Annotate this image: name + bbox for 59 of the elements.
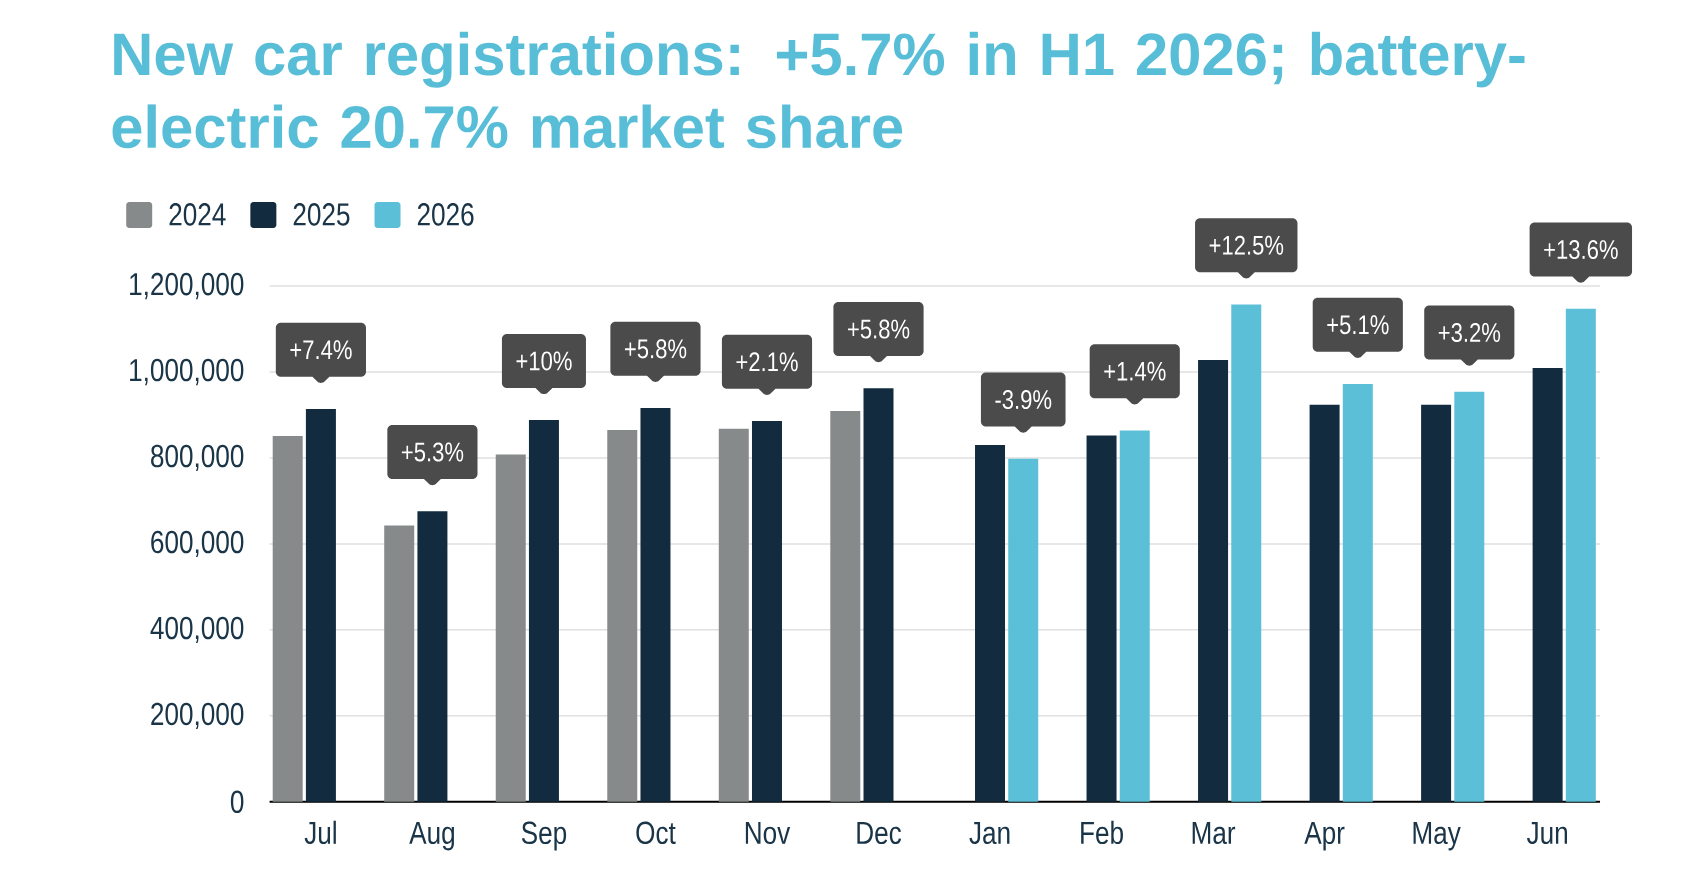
- bar: [975, 445, 1006, 802]
- x-tick-label: Feb: [1081, 820, 1123, 845]
- bar: [1565, 308, 1596, 802]
- y-tick-label: 0: [230, 790, 244, 814]
- chart-title: New car registrations: +5.7% in H1 2026; battery-electric 20.7% market share: [112, 31, 1525, 149]
- annotation: +7.4%: [290, 340, 352, 360]
- x-tick-label: Dec: [857, 821, 902, 845]
- y-tick-label: 600,000: [151, 530, 244, 558]
- x-tick-label: Jun: [1526, 821, 1567, 845]
- annotation: +5.3%: [401, 442, 464, 462]
- annotation: +2.1%: [736, 352, 798, 372]
- bar: [863, 388, 894, 802]
- x-tick-label: Apr: [1304, 821, 1345, 851]
- text: +12.5%: [1209, 235, 1284, 255]
- bar: [384, 525, 415, 802]
- y-tick-label: 1,000,000: [130, 358, 244, 386]
- bar: [1421, 404, 1452, 802]
- x-tick-label: May: [1413, 821, 1461, 851]
- annotation: +5.8%: [848, 319, 910, 339]
- bar: [1231, 304, 1262, 802]
- bar: [1532, 368, 1563, 802]
- bar: [1454, 391, 1485, 802]
- y-tick-label: 400,000: [150, 616, 244, 644]
- text: +13.6%: [1544, 240, 1618, 260]
- bar: [607, 429, 638, 802]
- x-tick-label: Sep: [521, 821, 567, 851]
- bar: [417, 511, 448, 802]
- bar: [1008, 458, 1039, 802]
- annotation: +5.8%: [624, 339, 687, 359]
- x-tick-label: Aug: [409, 821, 454, 851]
- legend-label: 2025: [293, 203, 350, 226]
- bar: [830, 411, 861, 802]
- annotation: +3.2%: [1438, 323, 1501, 343]
- bar: [640, 408, 671, 802]
- y-tick-label: 800,000: [151, 444, 244, 472]
- annotation: +1.4%: [1104, 361, 1166, 381]
- x-tick-label: Nov: [745, 821, 791, 845]
- x-tick-label: Mar: [1192, 821, 1236, 845]
- annotation: -3.9%: [995, 390, 1052, 410]
- x-tick-label: Oct: [636, 821, 676, 845]
- bar: [1086, 435, 1117, 802]
- bar: [1198, 359, 1229, 802]
- bar: [1342, 383, 1373, 802]
- bar: [1309, 404, 1340, 802]
- y-tick-label: 200,000: [151, 702, 244, 729]
- bar: [1119, 430, 1150, 802]
- bar: [305, 408, 336, 802]
- x-tick-label: Jul: [304, 820, 336, 845]
- bar: [528, 420, 559, 802]
- annotation: +10%: [516, 351, 572, 371]
- bar: [751, 420, 782, 802]
- y-tick-label: 1,200,000: [130, 272, 244, 300]
- annotation: +5.1%: [1327, 315, 1389, 335]
- bar: [272, 436, 303, 802]
- bar: [718, 428, 749, 802]
- legend-label: 2024: [169, 203, 226, 226]
- legend-label: 2026: [417, 203, 474, 226]
- x-tick-label: Jan: [969, 821, 1010, 845]
- bar: [495, 454, 526, 802]
